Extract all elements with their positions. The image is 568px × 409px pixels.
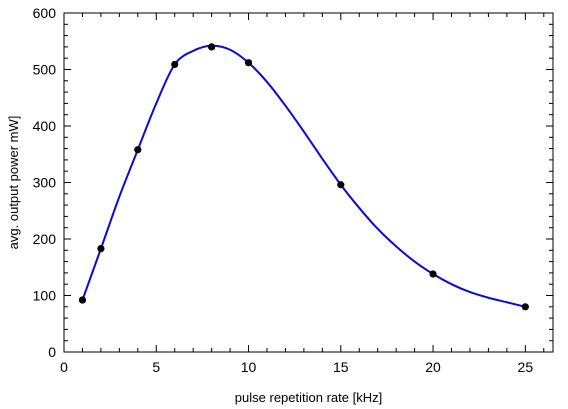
y-tick-label: 300 [33, 175, 57, 191]
x-tick-label: 5 [152, 359, 160, 375]
data-point [244, 59, 253, 67]
y-tick-label: 100 [33, 288, 57, 304]
y-axis-label: avg. output power mW] [6, 116, 21, 250]
x-tick-label: 10 [241, 359, 257, 375]
data-point [429, 270, 437, 278]
y-tick-label: 500 [33, 62, 57, 78]
y-tick-label: 400 [33, 118, 57, 134]
y-tick-label: 600 [33, 5, 57, 21]
x-tick-label: 20 [425, 359, 441, 375]
data-point [521, 303, 529, 311]
data-point [134, 146, 142, 154]
y-tick-label: 200 [33, 231, 57, 247]
data-point [78, 296, 87, 304]
data-point [208, 43, 216, 51]
x-tick-label: 15 [333, 359, 349, 375]
axis-ticks [63, 12, 553, 353]
x-axis-label: pulse repetition rate [kHz] [235, 390, 382, 405]
data-point [97, 245, 105, 253]
data-series [78, 43, 529, 311]
fit-curve [81, 44, 526, 308]
x-tick-label: 25 [518, 359, 534, 375]
y-tick-label: 0 [48, 344, 56, 360]
data-point [337, 181, 345, 189]
tick-labels: 0 5 10 15 20 25 0 100 200 300 400 500 600 [33, 5, 534, 375]
x-tick-label: 0 [60, 359, 68, 375]
data-point [171, 60, 179, 69]
plot-frame [63, 12, 554, 353]
